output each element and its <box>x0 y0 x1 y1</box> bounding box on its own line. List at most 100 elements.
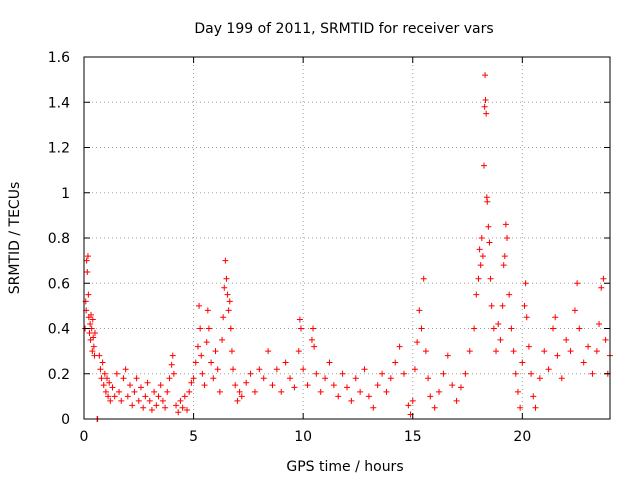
y-tick-label: 0 <box>61 412 70 428</box>
data-point <box>330 382 337 389</box>
data-point <box>440 370 447 377</box>
data-point <box>512 370 519 377</box>
data-point <box>89 316 96 323</box>
data-point <box>96 352 103 359</box>
data-point <box>352 375 359 382</box>
data-point <box>228 348 235 355</box>
data-point <box>514 388 521 395</box>
data-point <box>453 397 460 404</box>
data-point <box>552 314 559 321</box>
y-tick-label: 1.6 <box>48 50 70 66</box>
y-tick-label: 0.4 <box>48 322 70 338</box>
data-point <box>175 409 182 416</box>
data-point <box>484 198 491 205</box>
y-tick-label: 0.2 <box>48 367 70 383</box>
data-point <box>106 379 113 386</box>
data-point <box>97 366 104 373</box>
data-point <box>473 291 480 298</box>
data-point <box>86 330 93 337</box>
data-point <box>326 359 333 366</box>
data-point <box>118 397 125 404</box>
data-point <box>120 375 127 382</box>
data-point <box>339 370 346 377</box>
data-point <box>563 336 570 343</box>
data-point <box>313 370 320 377</box>
data-point <box>510 348 517 355</box>
data-point <box>418 325 425 332</box>
data-point <box>554 352 561 359</box>
data-point <box>449 382 456 389</box>
data-point <box>236 388 243 395</box>
data-point <box>98 375 105 382</box>
data-point <box>567 348 574 355</box>
data-point <box>431 404 438 411</box>
data-point <box>530 393 537 400</box>
x-tick-label: 5 <box>189 429 198 445</box>
data-point <box>387 375 394 382</box>
data-point <box>194 343 201 350</box>
data-point <box>162 404 169 411</box>
data-point <box>370 404 377 411</box>
data-point <box>297 325 304 332</box>
data-point <box>291 384 298 391</box>
data-point <box>558 375 565 382</box>
data-point <box>222 257 229 264</box>
data-point <box>220 314 227 321</box>
data-point <box>571 307 578 314</box>
data-point <box>593 348 600 355</box>
data-point <box>131 388 138 395</box>
data-point <box>485 223 492 230</box>
data-point <box>482 72 489 79</box>
data-point <box>99 359 106 366</box>
data-point <box>238 393 245 400</box>
data-point <box>184 406 191 413</box>
data-point <box>164 388 171 395</box>
data-point <box>311 343 318 350</box>
data-point <box>487 275 494 282</box>
data-point <box>201 382 208 389</box>
data-point <box>462 370 469 377</box>
y-tick-label: 0.6 <box>48 276 70 292</box>
data-point <box>536 375 543 382</box>
data-point <box>166 375 173 382</box>
data-point <box>181 393 188 400</box>
data-point <box>490 325 497 332</box>
data-point <box>344 384 350 391</box>
plot-frame <box>83 56 611 420</box>
data-point <box>203 339 210 346</box>
data-point <box>173 402 180 409</box>
x-tick-label: 10 <box>294 429 312 445</box>
data-point <box>179 404 186 411</box>
data-point <box>210 375 217 382</box>
data-point <box>396 343 403 350</box>
data-point <box>466 348 473 355</box>
data-point <box>226 298 233 305</box>
data-point <box>486 239 493 246</box>
data-point <box>476 246 483 253</box>
data-point <box>223 275 230 282</box>
data-point <box>101 370 108 377</box>
data-point <box>317 388 324 395</box>
data-point <box>104 375 111 382</box>
data-point <box>146 397 153 404</box>
data-point <box>208 359 215 366</box>
data-point <box>545 366 552 373</box>
data-point <box>124 393 131 400</box>
data-point <box>310 325 317 332</box>
data-point <box>471 325 478 332</box>
data-point <box>521 302 528 309</box>
data-point <box>528 370 535 377</box>
data-point <box>234 397 241 404</box>
data-point <box>475 275 482 282</box>
data-point <box>216 388 223 395</box>
x-tick-label: 15 <box>404 429 422 445</box>
data-point <box>192 359 199 366</box>
data-point <box>232 382 239 389</box>
data-point <box>589 370 596 377</box>
data-point <box>83 257 90 264</box>
data-point <box>602 336 609 343</box>
data-point <box>91 330 98 337</box>
data-point <box>278 388 285 395</box>
data-point <box>503 235 510 241</box>
